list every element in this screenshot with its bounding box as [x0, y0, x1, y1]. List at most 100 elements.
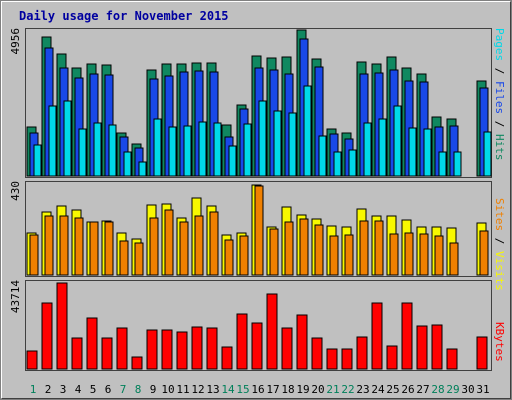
bar-kbytes-day-31 — [476, 336, 488, 370]
bar-kbytes-day-19 — [296, 314, 308, 370]
x-tick-label-day-21: 21 — [326, 383, 339, 396]
bar-sites-day-19 — [299, 218, 309, 276]
x-tick-label-day-28: 28 — [431, 383, 444, 396]
panel-3-legend: KBytes — [493, 322, 506, 362]
legend-pages: Pages — [493, 28, 506, 61]
panel-3-ymax-label: 43714 — [9, 280, 22, 313]
x-tick-label-day-16: 16 — [251, 383, 264, 396]
x-tick-label-day-19: 19 — [296, 383, 309, 396]
bar-sites-day-28 — [434, 235, 444, 276]
bar-sites-day-16 — [254, 185, 264, 276]
x-tick-label-day-4: 4 — [75, 383, 82, 396]
bar-pages-day-20 — [318, 135, 327, 177]
bar-pages-day-3 — [63, 100, 72, 177]
x-tick-label-day-23: 23 — [356, 383, 369, 396]
bar-pages-day-31 — [483, 131, 492, 177]
bar-kbytes-day-15 — [236, 313, 248, 370]
legend-separator: / — [493, 114, 506, 134]
x-tick-label-day-15: 15 — [236, 383, 249, 396]
bar-kbytes-day-25 — [386, 345, 398, 370]
x-tick-label-day-10: 10 — [161, 383, 174, 396]
panel-1-legend: Pages / Files / Hits — [493, 28, 506, 161]
bars-layer — [26, 29, 492, 370]
bar-kbytes-day-18 — [281, 327, 293, 370]
x-tick-label-day-30: 30 — [461, 383, 474, 396]
bar-sites-day-31 — [479, 230, 489, 276]
x-tick-label-day-29: 29 — [446, 383, 459, 396]
x-tick-label-day-1: 1 — [30, 383, 37, 396]
bar-sites-day-21 — [329, 235, 339, 276]
bar-pages-day-21 — [333, 151, 342, 177]
bar-sites-day-3 — [59, 215, 69, 276]
bar-pages-day-25 — [393, 105, 402, 177]
bar-pages-day-16 — [258, 100, 267, 177]
bar-kbytes-day-8 — [131, 356, 143, 370]
x-tick-label-day-2: 2 — [45, 383, 52, 396]
legend-separator: / — [493, 61, 506, 81]
bar-pages-day-17 — [273, 110, 282, 177]
chart-title: Daily usage for November 2015 — [19, 9, 229, 23]
bar-kbytes-day-2 — [41, 302, 53, 370]
bar-pages-day-23 — [363, 122, 372, 177]
bar-sites-day-4 — [74, 217, 84, 276]
bar-kbytes-day-12 — [191, 326, 203, 370]
bar-pages-day-28 — [438, 151, 447, 177]
x-tick-label-day-7: 7 — [120, 383, 127, 396]
x-tick-label-day-31: 31 — [476, 383, 489, 396]
bar-pages-day-1 — [33, 144, 42, 177]
x-tick-label-day-6: 6 — [105, 383, 112, 396]
x-tick-label-day-22: 22 — [341, 383, 354, 396]
bar-kbytes-day-29 — [446, 348, 458, 370]
bar-pages-day-15 — [243, 123, 252, 177]
bar-sites-day-6 — [104, 221, 114, 276]
bar-pages-day-26 — [408, 127, 417, 177]
bar-sites-day-18 — [284, 221, 294, 276]
bar-sites-day-1 — [29, 234, 39, 276]
bar-sites-day-26 — [404, 232, 414, 276]
bar-pages-day-18 — [288, 112, 297, 177]
legend-separator: / — [493, 231, 506, 251]
bar-sites-day-17 — [269, 228, 279, 276]
bar-sites-day-24 — [374, 220, 384, 276]
bar-pages-day-2 — [48, 105, 57, 177]
bar-kbytes-day-17 — [266, 293, 278, 370]
x-axis-labels: 1 2 3 4 5 6 7 8 9 10 11 12 13 14 15 16 17 18 19 20 21 22 23 24 2… — [30, 383, 490, 396]
bar-kbytes-day-5 — [86, 317, 98, 370]
x-tick-label-day-11: 11 — [176, 383, 189, 396]
bar-kbytes-day-13 — [206, 327, 218, 370]
bar-sites-day-5 — [89, 221, 99, 276]
x-tick-label-day-18: 18 — [281, 383, 294, 396]
bar-kbytes-day-1 — [26, 350, 38, 370]
x-tick-label-day-27: 27 — [416, 383, 429, 396]
bar-kbytes-day-11 — [176, 331, 188, 370]
x-tick-label-day-5: 5 — [90, 383, 97, 396]
x-tick-label-day-12: 12 — [191, 383, 204, 396]
panel-1-frame — [25, 28, 492, 178]
bar-kbytes-day-7 — [116, 327, 128, 370]
bar-pages-day-11 — [183, 125, 192, 177]
bar-pages-day-19 — [303, 85, 312, 177]
bar-sites-day-12 — [194, 215, 204, 276]
bar-pages-day-27 — [423, 128, 432, 177]
bar-kbytes-day-20 — [311, 337, 323, 370]
bar-sites-day-22 — [344, 234, 354, 276]
bar-pages-day-14 — [228, 145, 237, 177]
bar-sites-day-27 — [419, 233, 429, 276]
bar-pages-day-10 — [168, 126, 177, 177]
panel-2-frame — [25, 181, 492, 277]
bar-kbytes-day-22 — [341, 348, 353, 370]
panel-1-ymax-label: 4956 — [9, 28, 22, 55]
bar-sites-day-15 — [239, 235, 249, 276]
bar-kbytes-day-23 — [356, 336, 368, 370]
x-tick-label-day-20: 20 — [311, 383, 324, 396]
bar-kbytes-day-27 — [416, 325, 428, 370]
bar-pages-day-9 — [153, 118, 162, 177]
legend-hits: Hits — [493, 134, 506, 161]
x-tick-label-day-25: 25 — [386, 383, 399, 396]
bar-sites-day-11 — [179, 221, 189, 276]
bar-pages-day-13 — [213, 122, 222, 177]
bar-sites-day-7 — [119, 240, 129, 276]
